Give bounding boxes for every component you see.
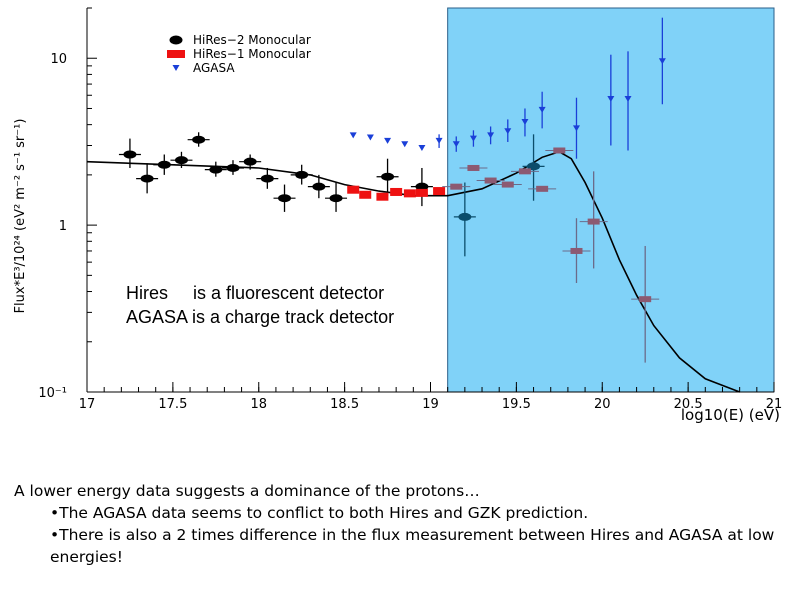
agasa-point: [658, 58, 666, 65]
data-point: [639, 296, 652, 303]
y-axis-title: Flux*E³/10²⁴ (eV² m⁻² s⁻¹ sr⁻¹): [13, 119, 28, 314]
hires2-point: [381, 172, 395, 181]
hires2-point: [192, 135, 206, 144]
agasa-point: [624, 95, 632, 102]
agasa-point: [521, 118, 529, 125]
data-point: [553, 147, 566, 154]
hires2-point: [415, 182, 429, 191]
x-tick-label: 18.5: [330, 397, 359, 412]
hires2-point: [260, 174, 274, 183]
agasa-point: [607, 95, 615, 102]
hires2-point: [140, 174, 154, 183]
hires2-point: [329, 194, 343, 203]
flux-chart: 17 17.5 18 18.5 19 19.5 20 20.5 21 10 1 10⁻¹ log10(E…: [13, 7, 783, 424]
hires2-point: [226, 163, 240, 172]
legend-marker-hires1: [167, 50, 185, 58]
agasa-point: [384, 137, 392, 144]
legend-label: HiRes−1 Monocular: [193, 47, 311, 61]
hires1-point: [359, 190, 372, 199]
data-point: [467, 164, 480, 171]
agasa-point: [349, 132, 357, 139]
caption: A lower energy data suggests a dominance…: [14, 480, 784, 568]
data-point: [450, 183, 463, 190]
hires2-point: [295, 170, 309, 179]
legend-marker-hires2: [169, 35, 183, 45]
gzk-prediction-curve: [86, 150, 740, 393]
agasa-point: [418, 144, 426, 151]
annotation-line-2: AGASA is a charge track detector: [126, 307, 395, 327]
data-point: [518, 168, 531, 175]
agasa-point: [469, 135, 477, 142]
caption-bullet-2: •There is also a 2 times difference in t…: [50, 526, 775, 566]
legend-marker-agasa: [172, 65, 180, 71]
caption-intro: A lower energy data suggests a dominance…: [14, 482, 480, 500]
agasa-point: [538, 106, 546, 113]
hires1-point: [415, 188, 428, 197]
legend-label: AGASA: [193, 61, 235, 75]
hires1-point: [390, 187, 403, 196]
x-axis-title: log10(E) (eV): [681, 406, 780, 424]
x-tick-label: 21: [766, 397, 783, 412]
x-tick-label: 20.5: [674, 397, 703, 412]
y-tick-label: 10: [50, 52, 67, 67]
x-tick-label: 18: [250, 397, 267, 412]
hires2-point: [174, 156, 188, 165]
agasa-point: [401, 141, 409, 148]
agasa-point: [572, 125, 580, 132]
data-point: [570, 247, 583, 254]
hires2-point: [123, 150, 137, 159]
x-tick-label: 20: [594, 397, 611, 412]
hires1-point: [347, 185, 360, 194]
hires2-point: [312, 182, 326, 191]
agasa-point: [487, 132, 495, 139]
hires2-point: [527, 162, 541, 171]
agasa-point: [366, 134, 374, 141]
hires2-point: [278, 194, 292, 203]
x-tick-label: 19.5: [502, 397, 531, 412]
annotation-line-1: Hires is a fluorescent detector: [126, 283, 385, 303]
y-tick-label: 1: [59, 219, 67, 234]
data-point: [536, 185, 549, 192]
data-point: [501, 181, 514, 188]
hires1-point: [433, 187, 446, 196]
y-tick-label: 10⁻¹: [38, 386, 67, 401]
x-tick-label: 17.5: [158, 397, 187, 412]
agasa-point: [435, 137, 443, 144]
legend-label: HiRes−2 Monocular: [193, 33, 311, 47]
x-tick-label: 17: [79, 397, 96, 412]
x-tick-label: 19: [422, 397, 439, 412]
hires1-point: [403, 189, 416, 198]
hires2-point: [157, 160, 171, 169]
hires2-point: [243, 157, 257, 166]
agasa-point: [504, 128, 512, 135]
hires2-point: [209, 165, 223, 174]
hires2-point: [458, 212, 472, 221]
data-point: [587, 218, 600, 225]
data-point: [484, 177, 497, 184]
hires1-point: [376, 192, 389, 201]
agasa-point: [452, 141, 460, 148]
caption-bullet-1: •The AGASA data seems to conflict to bot…: [50, 504, 589, 522]
